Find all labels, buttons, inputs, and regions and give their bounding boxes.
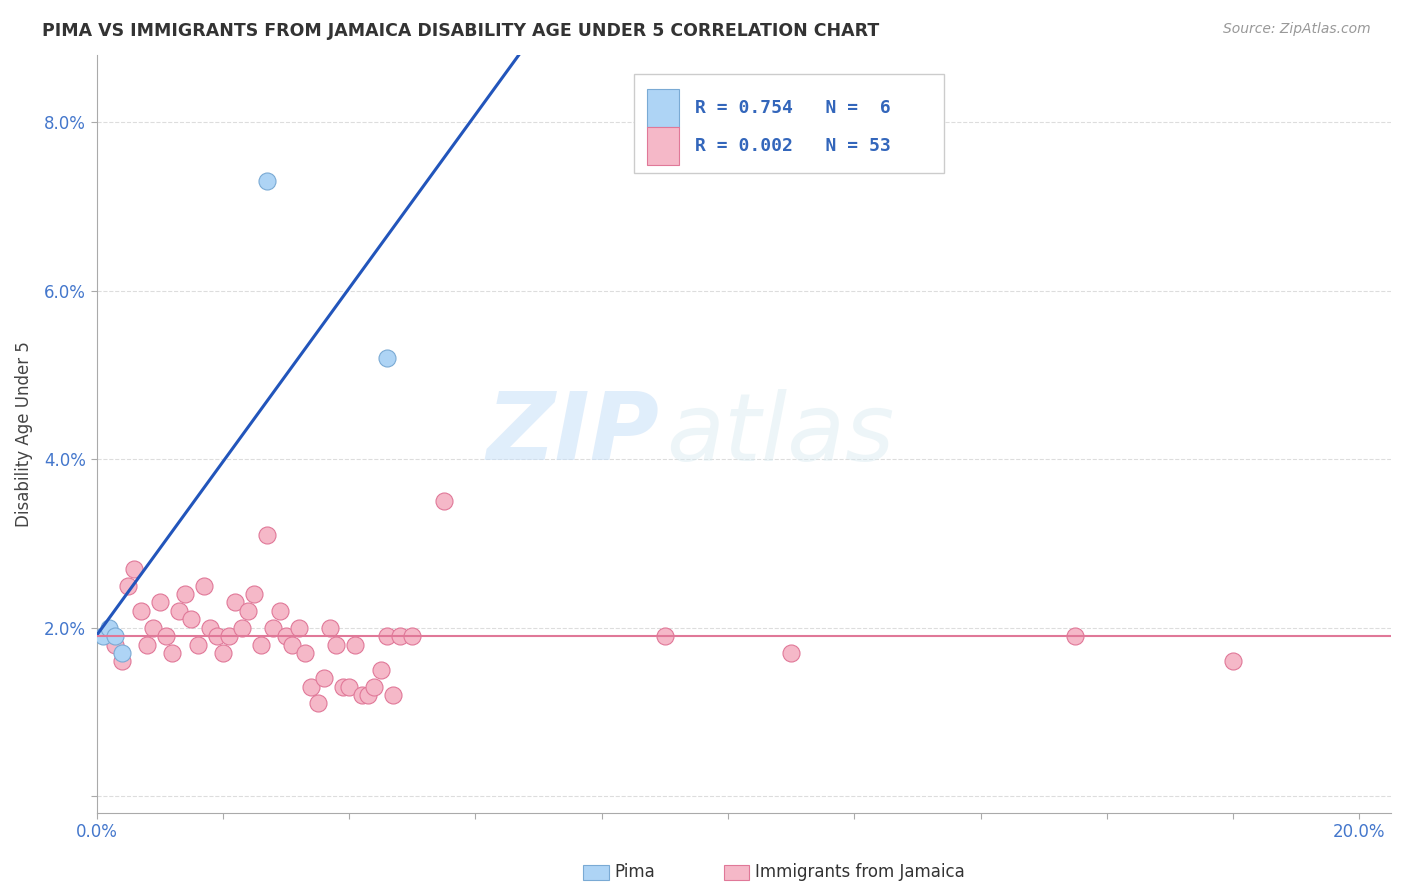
Point: [231, 621, 253, 635]
Point: [243, 587, 266, 601]
Point: [187, 638, 209, 652]
Point: [117, 578, 139, 592]
Point: [1222, 654, 1244, 668]
Point: [401, 629, 423, 643]
Point: [256, 174, 278, 188]
Point: [262, 621, 284, 635]
Point: [91, 629, 114, 643]
Text: PIMA VS IMMIGRANTS FROM JAMAICA DISABILITY AGE UNDER 5 CORRELATION CHART: PIMA VS IMMIGRANTS FROM JAMAICA DISABILI…: [42, 22, 879, 40]
Point: [111, 646, 134, 660]
Point: [780, 646, 803, 660]
Y-axis label: Disability Age Under 5: Disability Age Under 5: [15, 341, 32, 527]
FancyBboxPatch shape: [634, 74, 945, 172]
Text: R = 0.002   N = 53: R = 0.002 N = 53: [695, 137, 890, 155]
Point: [319, 621, 342, 635]
Point: [654, 629, 676, 643]
Point: [111, 654, 134, 668]
Text: Immigrants from Jamaica: Immigrants from Jamaica: [755, 863, 965, 881]
Point: [136, 638, 159, 652]
Point: [337, 680, 360, 694]
Point: [224, 595, 246, 609]
Point: [269, 604, 291, 618]
Point: [375, 629, 398, 643]
Point: [129, 604, 152, 618]
Point: [236, 604, 259, 618]
Point: [312, 671, 335, 685]
Point: [104, 638, 127, 652]
Point: [256, 528, 278, 542]
Point: [98, 621, 121, 635]
Point: [281, 638, 304, 652]
Text: Pima: Pima: [614, 863, 655, 881]
Point: [344, 638, 367, 652]
Point: [325, 638, 347, 652]
Point: [287, 621, 309, 635]
Point: [1064, 629, 1087, 643]
Point: [149, 595, 172, 609]
Point: [332, 680, 354, 694]
Point: [363, 680, 385, 694]
Point: [142, 621, 165, 635]
Point: [205, 629, 228, 643]
Text: ZIP: ZIP: [486, 388, 659, 480]
Point: [98, 629, 121, 643]
Point: [211, 646, 233, 660]
Point: [124, 562, 146, 576]
Text: R = 0.754   N =  6: R = 0.754 N = 6: [695, 99, 890, 117]
Point: [193, 578, 215, 592]
Point: [174, 587, 197, 601]
Point: [370, 663, 392, 677]
Bar: [647, 128, 679, 165]
Text: atlas: atlas: [666, 389, 894, 480]
Point: [433, 494, 456, 508]
Point: [218, 629, 240, 643]
Text: Source: ZipAtlas.com: Source: ZipAtlas.com: [1223, 22, 1371, 37]
Point: [198, 621, 221, 635]
Point: [274, 629, 297, 643]
Point: [180, 612, 202, 626]
Point: [299, 680, 322, 694]
Point: [382, 688, 405, 702]
Point: [155, 629, 177, 643]
Point: [375, 351, 398, 366]
Point: [350, 688, 373, 702]
Point: [162, 646, 184, 660]
Point: [307, 697, 329, 711]
Point: [357, 688, 380, 702]
Point: [388, 629, 411, 643]
Point: [167, 604, 190, 618]
Point: [104, 629, 127, 643]
Point: [294, 646, 316, 660]
Point: [249, 638, 271, 652]
Bar: [647, 89, 679, 128]
